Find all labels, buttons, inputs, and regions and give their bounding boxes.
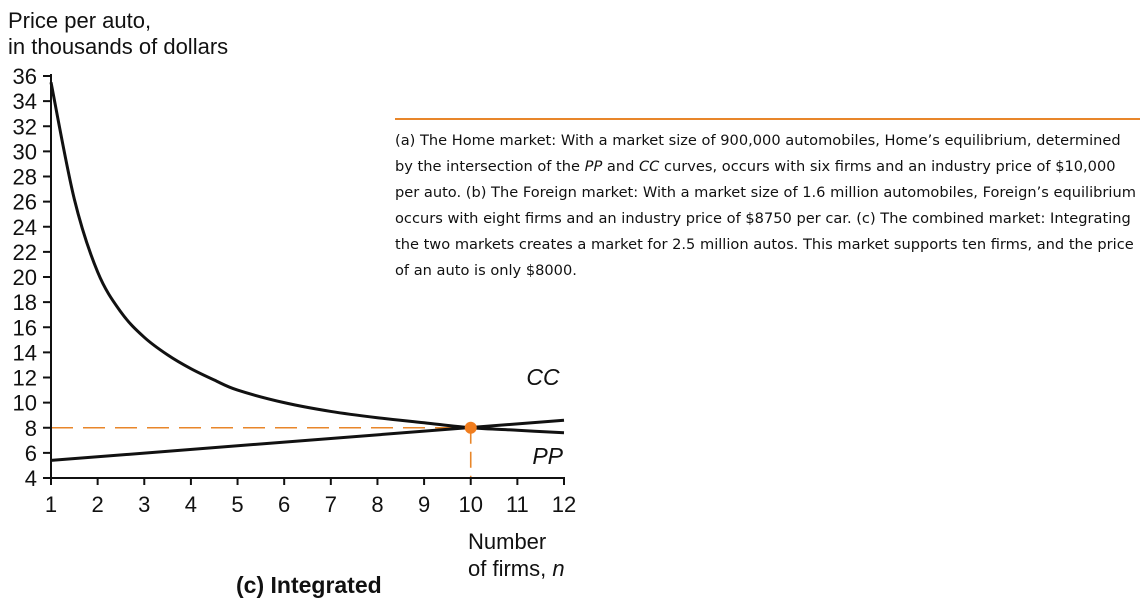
curve-cc <box>49 81 565 435</box>
y-tick-label: 28 <box>13 165 37 190</box>
curves <box>49 81 565 462</box>
x-tick-label: 2 <box>92 492 104 517</box>
y-tick-label: 24 <box>13 215 37 240</box>
curve-labels: CC PP <box>526 364 563 469</box>
y-tick-label: 26 <box>13 190 37 215</box>
x-tick-label: 4 <box>185 492 197 517</box>
x-tick-label: 7 <box>325 492 337 517</box>
caption-cc: CC <box>638 158 660 175</box>
x-tick-label: 10 <box>458 492 482 517</box>
x-tick-label: 11 <box>506 492 529 517</box>
y-axis-label-line1: Price per auto, <box>8 8 152 33</box>
y-tick-label: 14 <box>13 340 37 365</box>
equilibrium-guides <box>51 426 472 478</box>
figure-caption: (a) The Home market: With a market size … <box>395 118 1140 284</box>
equilibrium-point-group <box>464 421 477 434</box>
chart-subtitle: (c) Integrated <box>236 572 382 598</box>
curve-label-cc: CC <box>526 364 560 390</box>
x-tick-label: 9 <box>418 492 430 517</box>
curve-pp <box>50 418 565 462</box>
x-tick-label: 12 <box>552 492 576 517</box>
x-tick-label: 8 <box>371 492 383 517</box>
y-tick-label: 30 <box>13 139 37 164</box>
x-tick-label: 5 <box>231 492 243 517</box>
y-tick-label: 16 <box>13 315 37 340</box>
x-axis-label-prefix: of firms, <box>468 556 553 581</box>
x-axis-label-line2: of firms, n <box>468 555 565 583</box>
y-tick-label: 4 <box>25 466 37 491</box>
caption-text-part2: and <box>602 158 639 175</box>
caption-text-part3: curves, occurs with six firms and an ind… <box>395 158 1136 279</box>
equilibrium-point <box>464 421 477 434</box>
y-tick-label: 8 <box>25 416 37 441</box>
curve-label-pp: PP <box>532 443 563 469</box>
y-tick-label: 22 <box>13 240 37 265</box>
y-tick-label: 32 <box>13 114 37 139</box>
x-tick-label: 1 <box>45 492 57 517</box>
x-tick-label: 3 <box>138 492 150 517</box>
y-tick-label: 12 <box>13 366 37 391</box>
x-tick-label: 6 <box>278 492 290 517</box>
x-axis-label-line1: Number <box>468 529 547 554</box>
y-tick-label: 6 <box>25 441 37 466</box>
y-tick-label: 20 <box>13 265 37 290</box>
y-tick-label: 34 <box>13 89 37 114</box>
caption-pp: PP <box>584 158 603 175</box>
y-tick-label: 10 <box>13 391 37 416</box>
caption-text-part1: (a) The Home market: With a market size … <box>395 132 1121 175</box>
x-axis-label-variable: n <box>552 556 565 581</box>
y-axis-label-line2: in thousands of dollars <box>8 34 229 59</box>
y-tick-label: 36 <box>13 64 37 89</box>
y-tick-label: 18 <box>13 290 37 315</box>
